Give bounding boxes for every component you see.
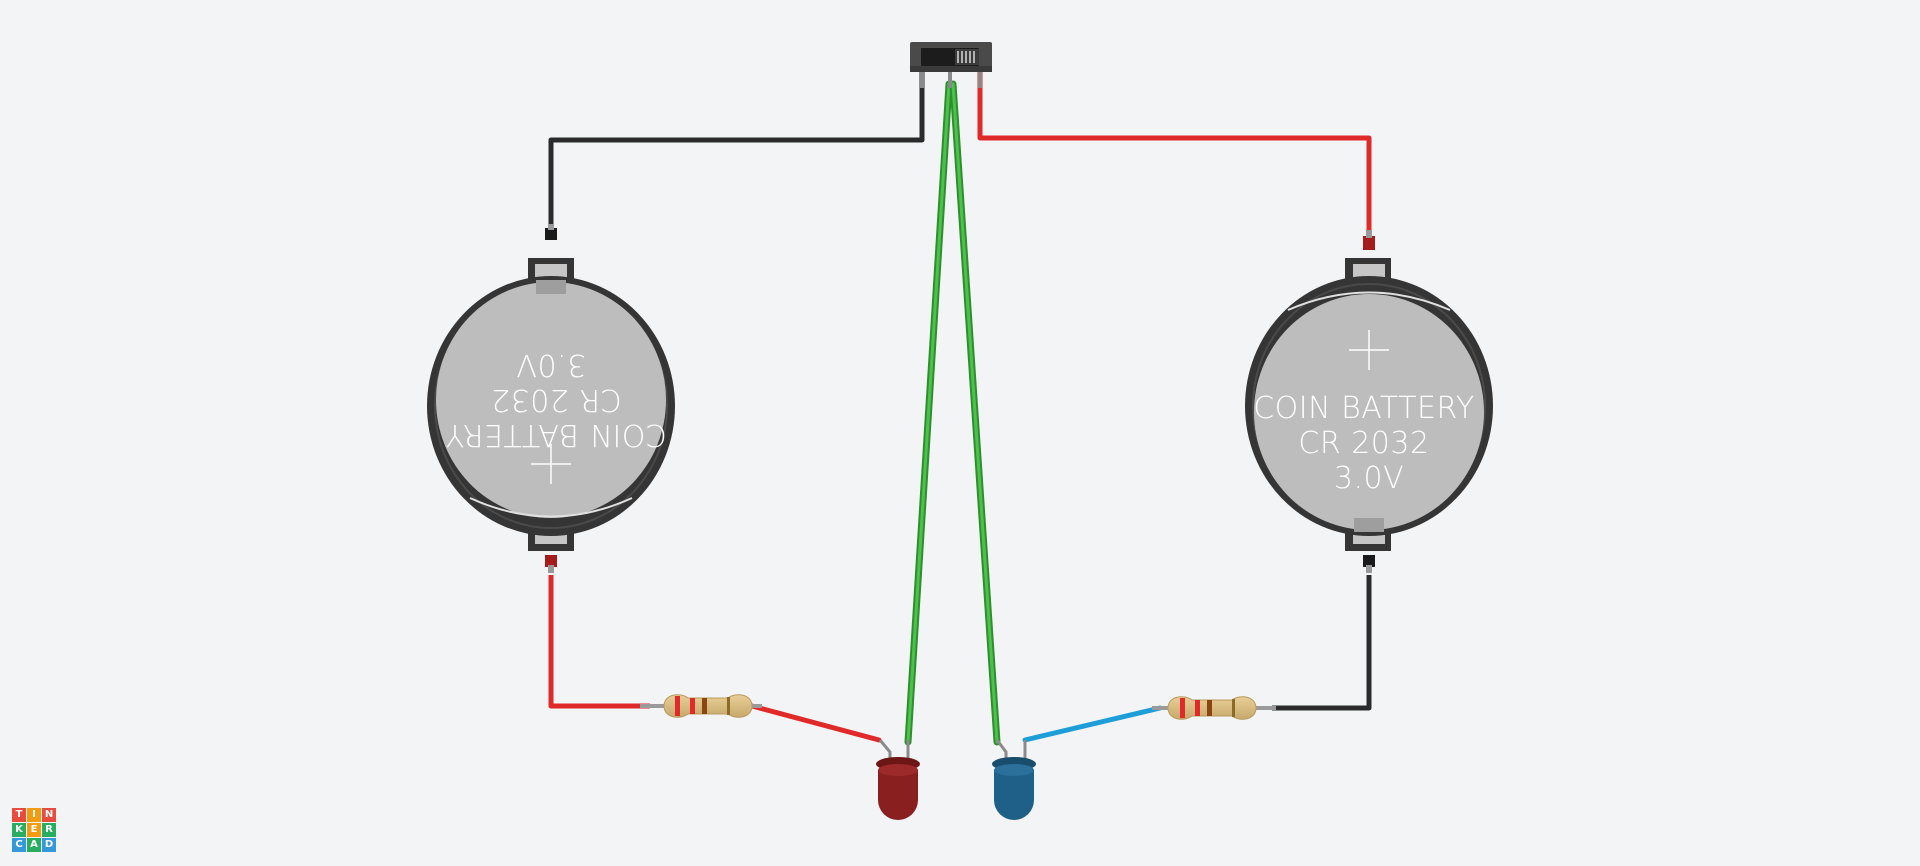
battery-right-positive-terminal[interactable] [1363, 236, 1375, 250]
resistor-right[interactable] [1152, 696, 1276, 720]
wire-black-right-bottom[interactable] [1272, 575, 1372, 711]
resistor-left[interactable] [640, 694, 762, 718]
battery-right-label-1: COIN BATTERY [1253, 391, 1475, 426]
logo-letter-d: D [42, 838, 56, 852]
wire-green-right[interactable] [949, 80, 1001, 746]
logo-letter-t: T [12, 808, 26, 822]
battery-right-label-3: 3.0V [1334, 461, 1404, 496]
led-right-blue[interactable] [992, 739, 1036, 820]
coin-battery-right[interactable]: COIN BATTERY CR 2032 3.0V [1245, 230, 1493, 573]
logo-letter-k: K [12, 823, 26, 837]
logo-letter-i: I [27, 808, 41, 822]
slide-switch[interactable] [910, 42, 992, 88]
battery-right-plus-icon [1349, 330, 1389, 370]
wire-red-resistor-to-led[interactable] [749, 703, 882, 743]
battery-left-negative-terminal[interactable] [545, 228, 557, 240]
wire-red-left-bottom[interactable] [548, 575, 650, 709]
coin-battery-left[interactable]: COIN BATTERY CR 2032 3.0V [427, 224, 675, 573]
svg-text:COIN BATTERY CR 2032: COIN BATTERY CR 2032 3.0V [1253, 391, 1485, 496]
wire-black-left-top[interactable] [548, 72, 925, 238]
logo-letter-c: C [12, 838, 26, 852]
wire-green-left[interactable] [904, 80, 953, 746]
wire-red-right-top[interactable] [977, 72, 1372, 236]
battery-left-positive-terminal[interactable] [545, 555, 557, 567]
tinkercad-logo[interactable]: T I N K E R C A D [12, 808, 56, 852]
battery-left-plus-icon [531, 444, 571, 484]
battery-right-label-2: CR 2032 [1298, 426, 1429, 461]
logo-letter-n: N [42, 808, 56, 822]
battery-left-label-1: COIN BATTERY [445, 417, 667, 452]
svg-text:COIN BATTERY CR 2032: COIN BATTERY CR 2032 3.0V [435, 347, 667, 452]
logo-letter-a: A [27, 838, 41, 852]
logo-letter-e: E [27, 823, 41, 837]
led-left-red[interactable] [876, 739, 920, 820]
wire-blue-resistor-to-led[interactable] [1022, 705, 1163, 743]
logo-letter-r: R [42, 823, 56, 837]
battery-right-negative-terminal[interactable] [1363, 555, 1375, 567]
battery-left-label-2: CR 2032 [490, 382, 621, 417]
battery-left-label-3: 3.0V [516, 347, 586, 382]
switch-slider[interactable] [955, 49, 979, 65]
